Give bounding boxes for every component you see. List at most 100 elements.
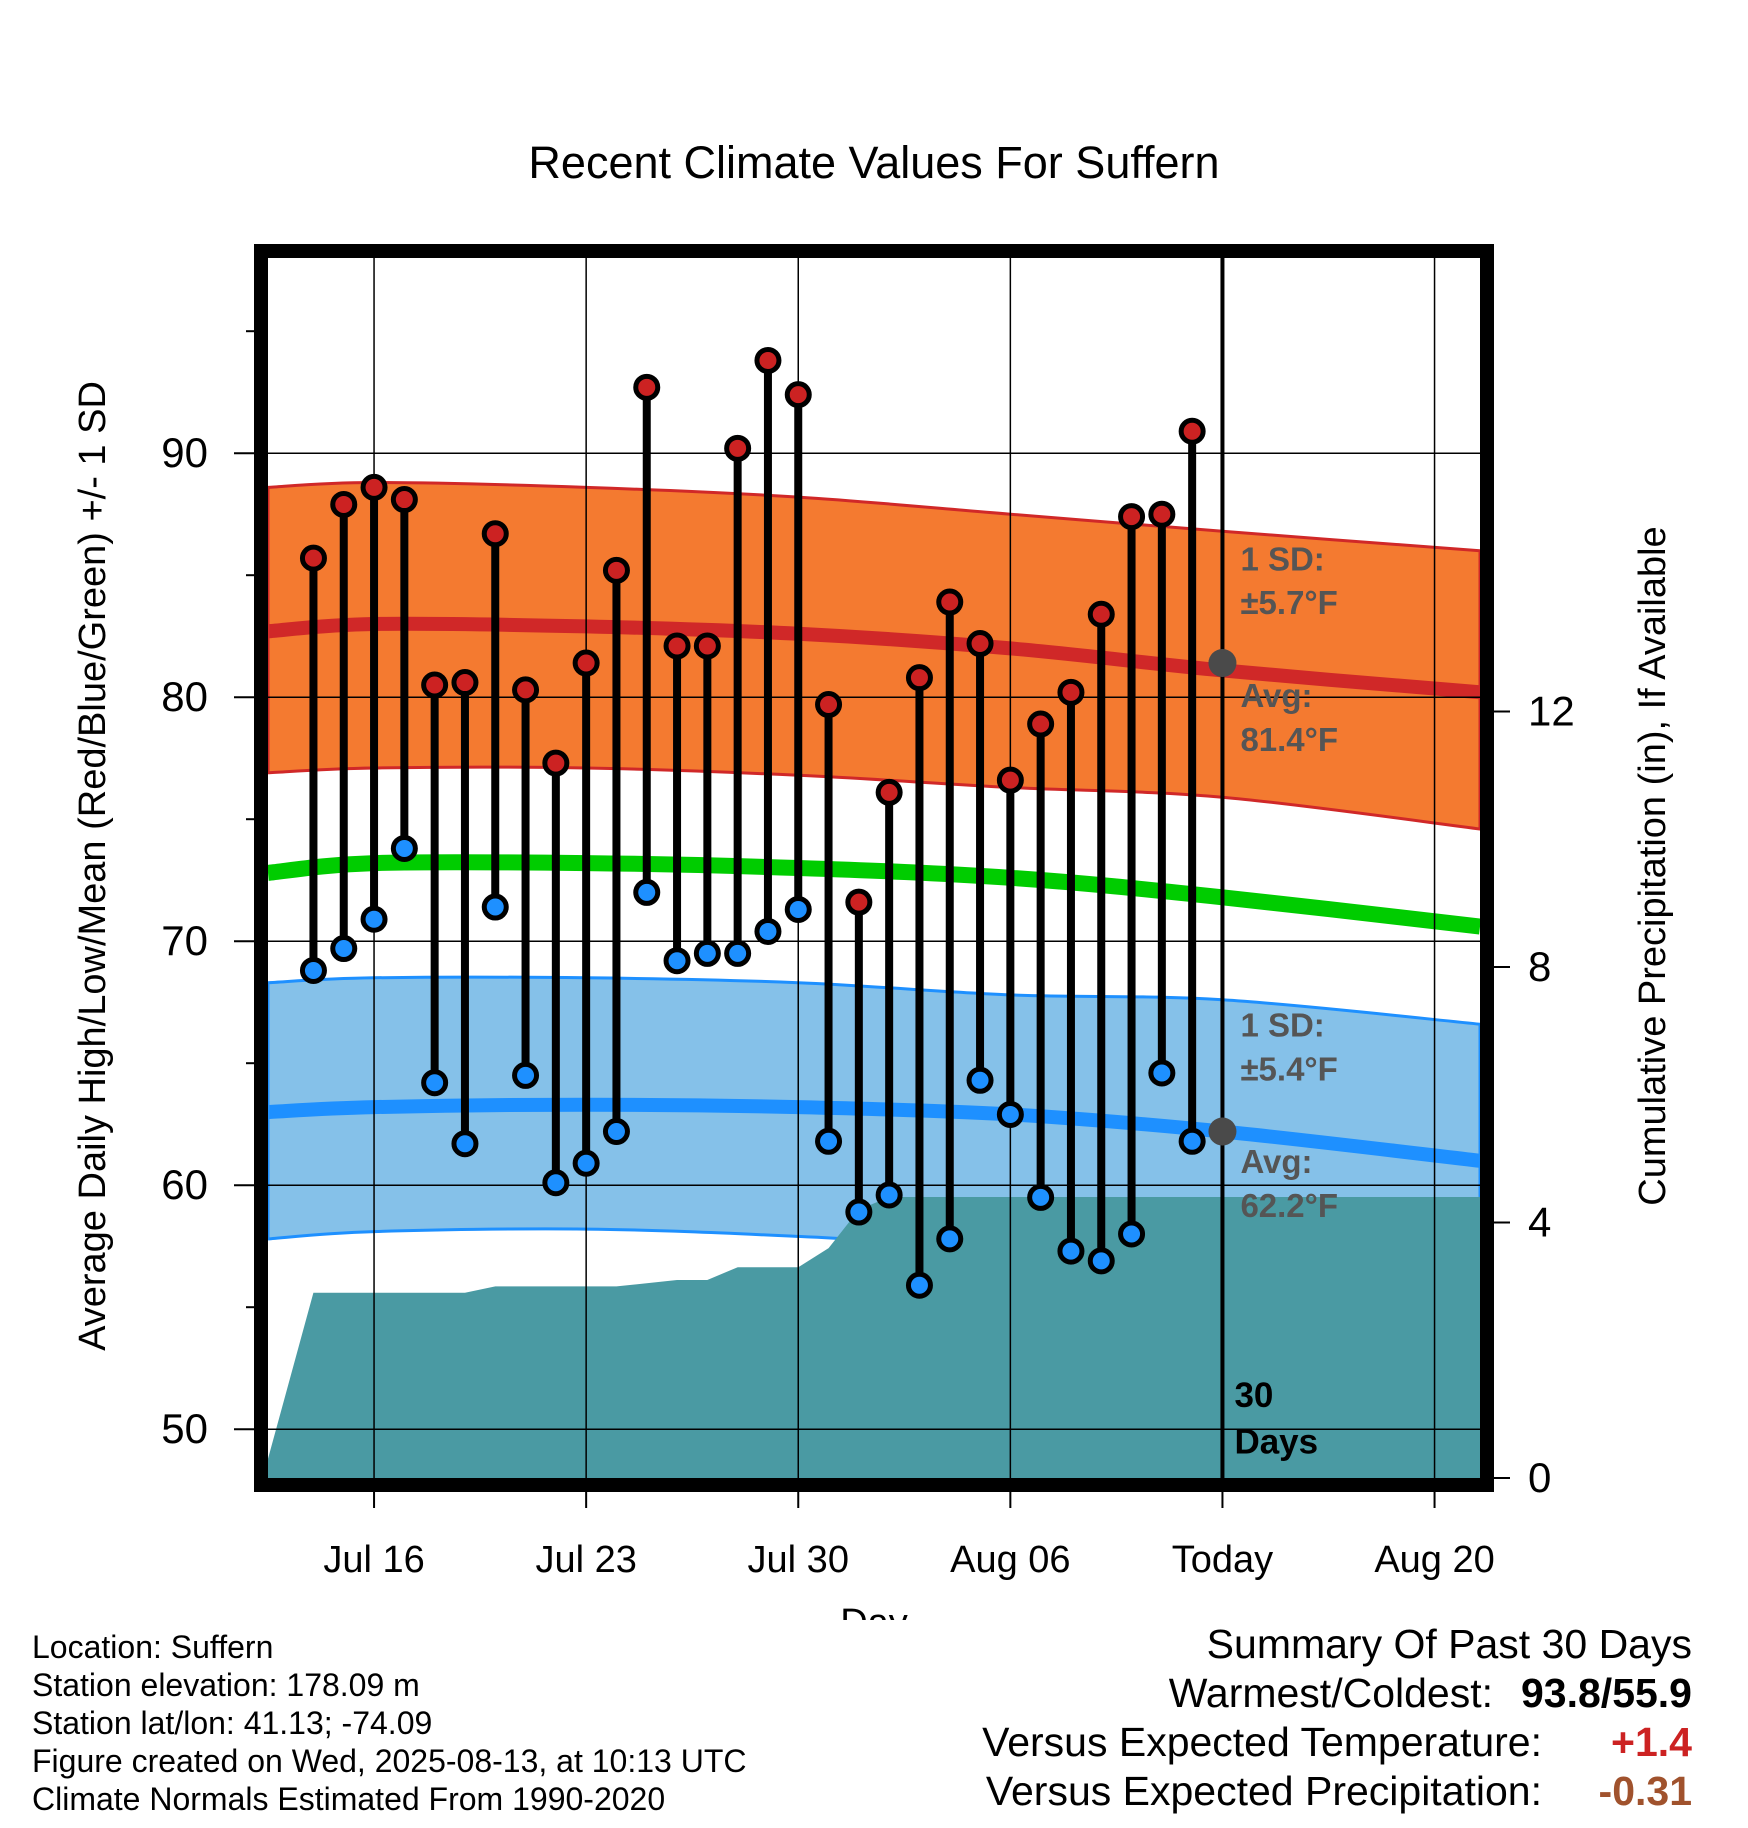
low-point bbox=[451, 1130, 479, 1158]
plot-frame bbox=[254, 244, 1494, 1492]
y2-tick-label: 4 bbox=[1528, 1199, 1551, 1246]
y-tick-label: 80 bbox=[161, 673, 208, 720]
y-tick-label: 70 bbox=[161, 917, 208, 964]
y-axis-label: Average Daily High/Low/Mean (Red/Blue/Gr… bbox=[72, 381, 114, 1351]
precip-area bbox=[268, 1197, 1480, 1478]
high-point bbox=[299, 544, 327, 572]
low-point bbox=[1087, 1247, 1115, 1275]
high-point bbox=[512, 676, 540, 704]
x-tick-label: Jul 16 bbox=[323, 1539, 424, 1581]
temp-value: +1.4 bbox=[1611, 1719, 1692, 1765]
low-avg-marker bbox=[1208, 1117, 1237, 1146]
high-avg-marker bbox=[1208, 649, 1237, 678]
mean-normal-line bbox=[268, 854, 1480, 935]
normals-text: Climate Normals Estimated From 1990-2020 bbox=[32, 1781, 666, 1817]
low-point bbox=[360, 905, 388, 933]
high-point bbox=[693, 632, 721, 660]
high-point bbox=[815, 691, 843, 719]
low-point bbox=[815, 1127, 843, 1155]
low-point bbox=[905, 1271, 933, 1299]
x-tick-label: Jul 30 bbox=[748, 1539, 849, 1581]
high-point bbox=[390, 486, 418, 514]
high-point bbox=[663, 632, 691, 660]
low-point bbox=[1178, 1127, 1206, 1155]
latlon-text: Station lat/lon: 41.13; -74.09 bbox=[32, 1705, 433, 1741]
low-point bbox=[966, 1066, 994, 1094]
warmest-value: 93.8/55.9 bbox=[1521, 1670, 1692, 1716]
low-point bbox=[724, 939, 752, 967]
chart-title: Recent Climate Values For Suffern bbox=[528, 137, 1219, 188]
high-point bbox=[1178, 417, 1206, 445]
y2-tick-label: 12 bbox=[1528, 688, 1575, 735]
high-point bbox=[754, 346, 782, 374]
high-point bbox=[1057, 678, 1085, 706]
high-point bbox=[602, 556, 630, 584]
high-point bbox=[1118, 503, 1146, 531]
location-text: Location: Suffern bbox=[32, 1629, 274, 1665]
low-point bbox=[936, 1225, 964, 1253]
low-point bbox=[845, 1198, 873, 1226]
x-axis-label: Day bbox=[840, 1602, 908, 1620]
high-sd-label: 1 SD: bbox=[1240, 540, 1324, 577]
high-point bbox=[1027, 710, 1055, 738]
high-point bbox=[481, 520, 509, 548]
precip-label: Versus Expected Precipitation: bbox=[985, 1768, 1542, 1814]
low-point bbox=[784, 895, 812, 923]
low-point bbox=[663, 947, 691, 975]
high-avg-label: Avg: bbox=[1240, 677, 1312, 714]
high-point bbox=[875, 778, 903, 806]
summary-warmest-row: Warmest/Coldest: 93.8/55.9 bbox=[982, 1669, 1692, 1718]
created-text: Figure created on Wed, 2025-08-13, at 10… bbox=[32, 1743, 747, 1779]
high-point bbox=[330, 490, 358, 518]
low-point bbox=[390, 834, 418, 862]
climate-chart: Recent Climate Values For Suffern 1 SD: ±… bbox=[72, 137, 1674, 1620]
precip-value: -0.31 bbox=[1598, 1768, 1692, 1814]
low-point bbox=[633, 878, 661, 906]
high-point bbox=[936, 588, 964, 616]
elevation-text: Station elevation: 178.09 m bbox=[32, 1667, 420, 1703]
low-point bbox=[875, 1181, 903, 1209]
high-avg-value: 81.4°F bbox=[1240, 721, 1338, 758]
low-point bbox=[481, 893, 509, 921]
high-point bbox=[845, 888, 873, 916]
y2-axis-label: Cumulative Precipitation (in), If Availa… bbox=[1632, 526, 1674, 1205]
low-avg-value: 62.2°F bbox=[1240, 1187, 1338, 1224]
plot-area bbox=[268, 258, 1480, 1478]
x-tick-label: Aug 20 bbox=[1374, 1539, 1494, 1581]
x-tick-label: Today bbox=[1172, 1539, 1273, 1581]
low-point bbox=[572, 1149, 600, 1177]
low-point bbox=[421, 1069, 449, 1097]
low-point bbox=[754, 917, 782, 945]
low-sd-label: 1 SD: bbox=[1240, 1006, 1324, 1043]
y2-tick-label: 0 bbox=[1528, 1454, 1551, 1501]
high-point bbox=[1087, 600, 1115, 628]
low-sd-value: ±5.4°F bbox=[1240, 1050, 1337, 1087]
today-days-number: 30 bbox=[1234, 1376, 1273, 1415]
warmest-label: Warmest/Coldest: bbox=[1168, 1670, 1493, 1716]
low-avg-label: Avg: bbox=[1240, 1143, 1312, 1180]
y2-tick-label: 8 bbox=[1528, 943, 1551, 990]
high-point bbox=[572, 649, 600, 677]
low-point bbox=[512, 1061, 540, 1089]
low-point bbox=[693, 939, 721, 967]
low-point bbox=[996, 1100, 1024, 1128]
x-tick-label: Jul 23 bbox=[535, 1539, 636, 1581]
high-point bbox=[1148, 500, 1176, 528]
y-tick-label: 90 bbox=[161, 429, 208, 476]
high-point bbox=[360, 473, 388, 501]
station-info: Location: Suffern Station elevation: 178… bbox=[32, 1628, 746, 1818]
summary-title: Summary Of Past 30 Days bbox=[1206, 1621, 1692, 1667]
summary-temp-row: Versus Expected Temperature: +1.4 bbox=[982, 1718, 1692, 1767]
high-point bbox=[784, 381, 812, 409]
high-point bbox=[905, 664, 933, 692]
high-point bbox=[996, 766, 1024, 794]
x-tick-label: Aug 06 bbox=[950, 1539, 1070, 1581]
high-point bbox=[724, 434, 752, 462]
high-point bbox=[421, 671, 449, 699]
y-tick-label: 60 bbox=[161, 1161, 208, 1208]
summary-precip-row: Versus Expected Precipitation: -0.31 bbox=[982, 1767, 1692, 1816]
low-point bbox=[299, 956, 327, 984]
summary-panel: Summary Of Past 30 Days Warmest/Coldest:… bbox=[982, 1620, 1692, 1816]
today-days-text: Days bbox=[1234, 1423, 1318, 1462]
low-point bbox=[1118, 1220, 1146, 1248]
